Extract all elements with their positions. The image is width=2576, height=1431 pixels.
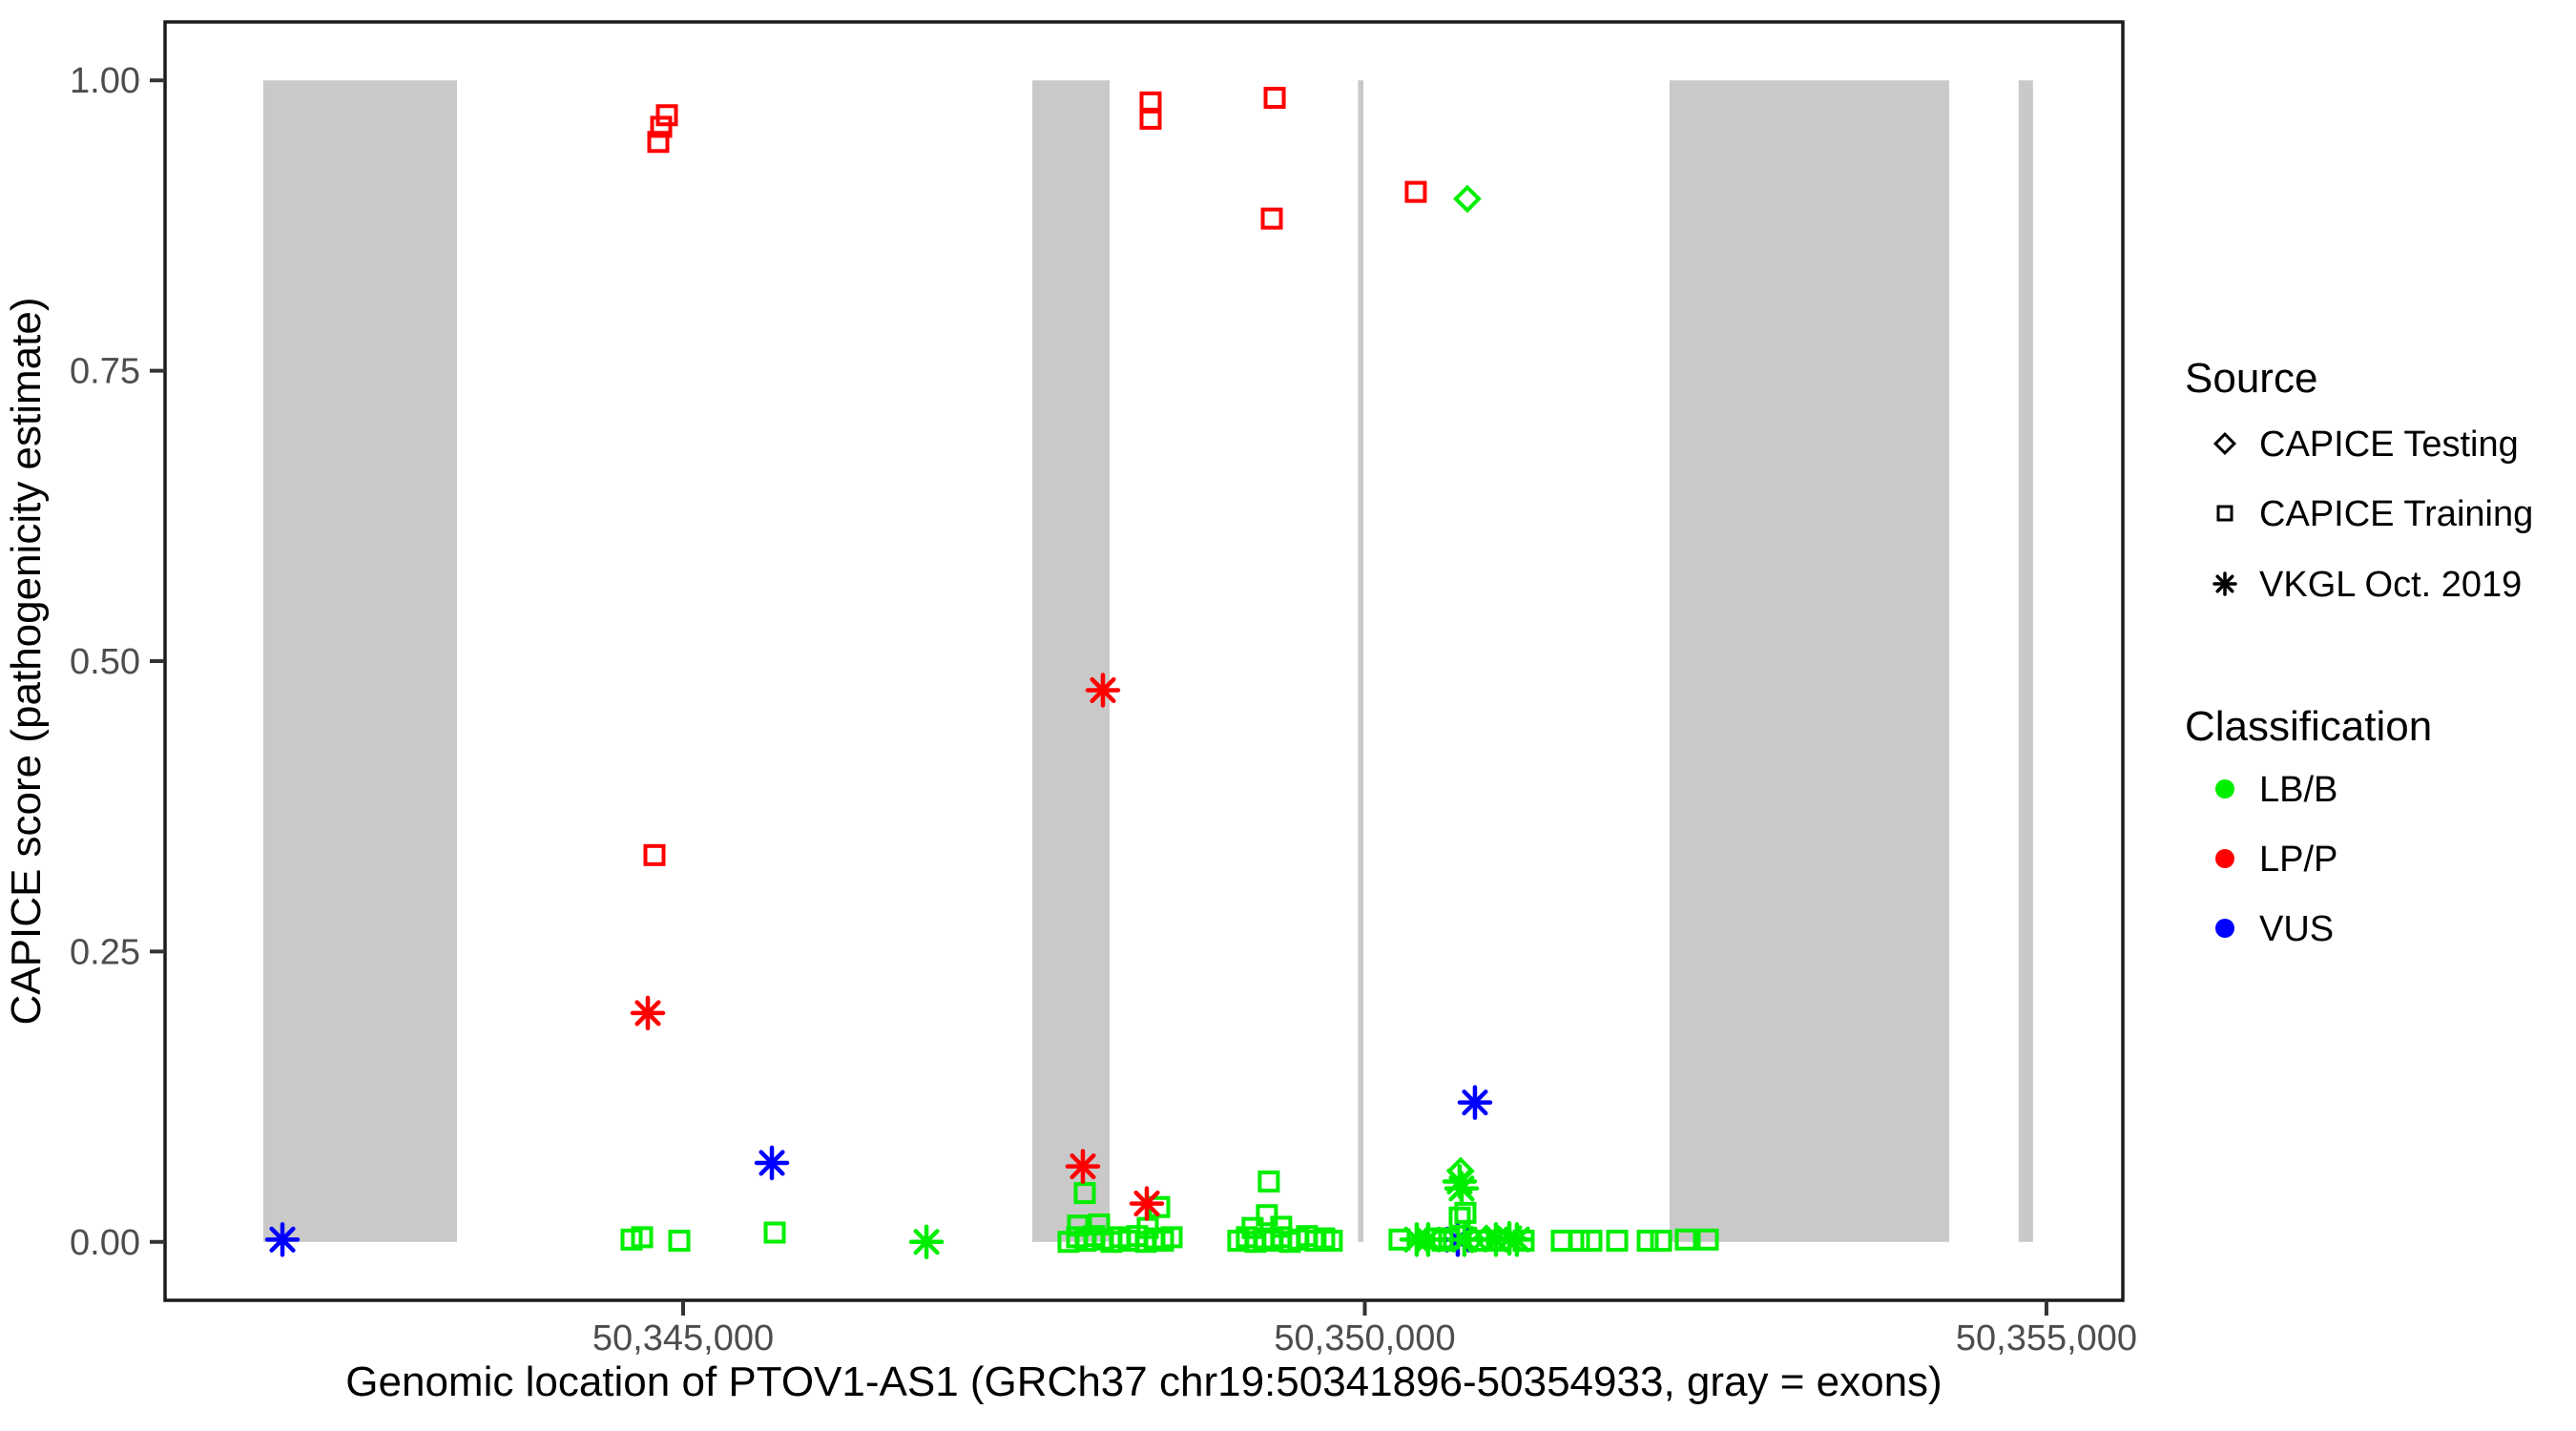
legend-source-item-label: CAPICE Training: [2259, 494, 2533, 534]
data-point-square: [668, 1230, 691, 1253]
legend-source-items: CAPICE Testing CAPICE Training VKGL Oct. 2…: [2212, 425, 2533, 605]
data-point-square: [1320, 1230, 1343, 1253]
y-tick-label: 0.50: [70, 642, 140, 682]
data-point-asterisk: [754, 1145, 790, 1181]
data-point-square: [1454, 1201, 1477, 1224]
data-point-square: [1257, 1170, 1280, 1192]
y-axis: 0.00 0.25 0.50 0.75 1.00 CAPICE score (patho…: [3, 61, 165, 1263]
exon-rect: [1358, 80, 1364, 1242]
classification-dot-icon: [2215, 919, 2234, 938]
legend-source-title: Source: [2185, 355, 2317, 402]
data-point-square: [1424, 1227, 1447, 1250]
data-point-square: [1448, 1206, 1471, 1229]
data-point-asterisk: [1457, 1085, 1493, 1120]
data-point-square: [1580, 1230, 1603, 1253]
classification-dot-icon: [2215, 849, 2234, 868]
data-point-asterisk: [1085, 673, 1121, 708]
data-point-square: [1404, 180, 1427, 203]
data-point-square: [1263, 87, 1286, 110]
data-point-square: [1260, 207, 1283, 230]
exon-regions: [263, 80, 2033, 1242]
exon-rect: [263, 80, 457, 1242]
data-point-square: [655, 104, 678, 127]
x-tick-label: 50,350,000: [1274, 1318, 1455, 1358]
data-point-square: [643, 843, 666, 866]
legend: Source CAPICE Testing CAPICE Training VKGL…: [2185, 355, 2533, 949]
data-point-square: [1088, 1213, 1111, 1235]
data-point-square: [1696, 1228, 1719, 1251]
legend-source-item-label: CAPICE Testing: [2259, 425, 2519, 465]
classification-dot-icon: [2215, 779, 2234, 798]
capice-training-square-icon: [2216, 505, 2233, 522]
data-point-square: [1073, 1182, 1096, 1205]
exon-rect: [2018, 80, 2033, 1242]
data-point-square: [1650, 1230, 1672, 1253]
y-axis-title: CAPICE score (pathogenicity estimate): [3, 298, 50, 1026]
capice-testing-diamond-icon: [2212, 431, 2237, 456]
y-tick-label: 0.00: [70, 1223, 140, 1263]
legend-classification-item-label: VUS: [2259, 909, 2334, 949]
data-point-square: [1568, 1230, 1590, 1253]
data-point-square: [1160, 1226, 1183, 1249]
legend-source-item-label: VKGL Oct. 2019: [2259, 565, 2522, 605]
y-axis-ticks: 0.00 0.25 0.50 0.75 1.00: [70, 61, 165, 1263]
data-points: [264, 87, 1719, 1260]
legend-classification-title: Classification: [2185, 703, 2432, 750]
y-tick-label: 0.75: [70, 352, 140, 392]
legend-classification-item-label: LP/P: [2259, 840, 2337, 880]
exon-rect: [1669, 80, 1949, 1242]
data-point-asterisk: [1129, 1186, 1165, 1221]
legend-classification-items: LB/B LP/P VUS: [2215, 770, 2337, 949]
data-point-square: [1139, 107, 1162, 130]
data-point-square: [650, 115, 673, 138]
data-point-diamond: [1453, 184, 1482, 214]
data-point-square: [631, 1226, 654, 1249]
exon-rect: [1031, 80, 1110, 1242]
data-point-square: [1256, 1204, 1278, 1227]
legend-classification-item-label: LB/B: [2259, 770, 2337, 810]
data-point-square: [1636, 1230, 1659, 1253]
x-tick-label: 50,345,000: [592, 1318, 774, 1358]
data-point-asterisk: [1065, 1149, 1101, 1184]
data-point-asterisk: [630, 995, 666, 1031]
x-tick-label: 50,355,000: [1956, 1318, 2137, 1358]
data-point-asterisk: [1444, 1171, 1480, 1207]
x-axis: 50,345,000 50,350,000 50,355,000 Genomic l…: [345, 1300, 2137, 1405]
data-point-square: [1606, 1230, 1629, 1253]
vkgl-asterisk-icon: [2212, 571, 2237, 596]
data-point-asterisk: [908, 1224, 945, 1260]
data-point-square: [1674, 1228, 1697, 1251]
data-point-square: [647, 131, 670, 154]
y-tick-label: 0.25: [70, 932, 140, 972]
data-point-square: [763, 1221, 786, 1244]
x-axis-ticks: 50,345,000 50,350,000 50,355,000: [592, 1300, 2137, 1358]
data-point-asterisk: [264, 1222, 301, 1257]
data-point-square: [1512, 1230, 1535, 1253]
x-axis-title: Genomic location of PTOV1-AS1 (GRCh37 ch…: [345, 1358, 1942, 1405]
y-tick-label: 1.00: [70, 61, 140, 101]
